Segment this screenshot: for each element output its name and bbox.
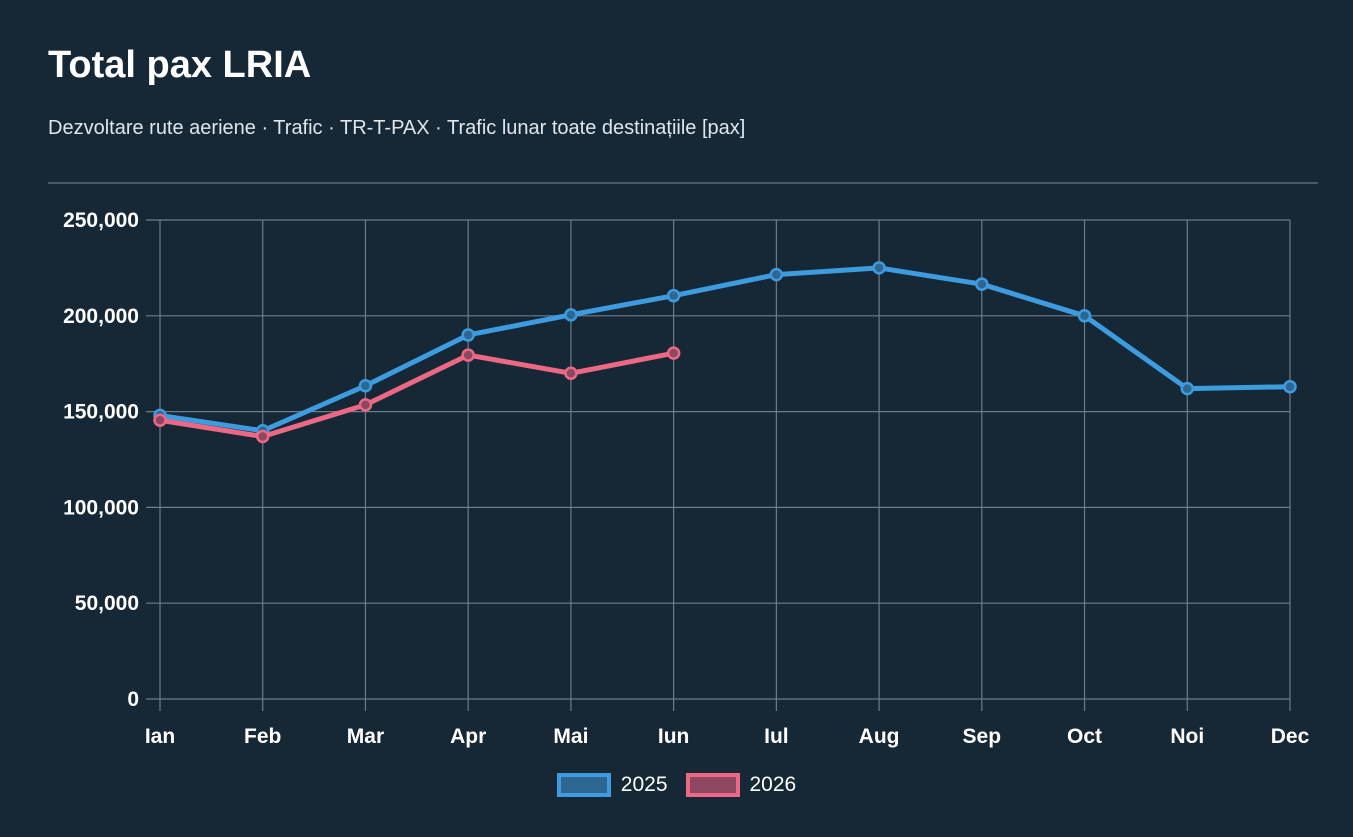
data-point-2025[interactable]: [1077, 309, 1092, 323]
data-point-2026[interactable]: [153, 413, 167, 427]
chart-subtitle: Dezvoltare rute aeriene · Trafic · TR-T-…: [48, 117, 746, 139]
x-tick-label: Dec: [1271, 725, 1310, 748]
legend-item-2026[interactable]: 2026: [685, 773, 797, 797]
data-point-2025[interactable]: [1283, 379, 1297, 394]
data-point-2025[interactable]: [975, 277, 989, 291]
y-tick-label: 100,000: [63, 496, 139, 519]
grid-layer: [146, 219, 1291, 711]
data-point-2026[interactable]: [461, 348, 475, 362]
y-tick-label: 150,000: [63, 401, 139, 424]
x-tick-label: Oct: [1067, 725, 1102, 748]
x-tick-label: Feb: [244, 725, 281, 748]
data-point-2025[interactable]: [666, 288, 681, 303]
legend-item-2025[interactable]: 2025: [556, 773, 668, 797]
legend-label-2025: 2025: [620, 773, 668, 796]
series-layer: [153, 261, 1297, 444]
y-tick-label: 0: [127, 688, 139, 711]
x-tick-label: Noi: [1170, 725, 1204, 748]
legend-swatch-2025: [556, 773, 611, 797]
data-point-2025[interactable]: [461, 328, 475, 342]
legend-swatch-2026: [685, 773, 740, 797]
series-line-2026: [157, 350, 677, 440]
y-tick-label: 200,000: [63, 305, 139, 328]
data-point-2025[interactable]: [872, 261, 886, 275]
x-tick-label: Apr: [450, 725, 486, 748]
x-tick-label: Mar: [347, 725, 384, 748]
x-tick-label: Sep: [963, 725, 1002, 748]
x-tick-label: Aug: [859, 725, 900, 748]
data-point-2026[interactable]: [358, 398, 373, 412]
series-line-2025: [157, 265, 1293, 434]
x-tick-label: Mai: [553, 725, 588, 748]
legend: 2025 2026: [0, 773, 1353, 797]
data-point-2025[interactable]: [358, 378, 373, 393]
data-point-2026[interactable]: [564, 366, 578, 381]
header-divider: [48, 182, 1318, 184]
data-point-2025[interactable]: [769, 267, 784, 282]
legend-label-2026: 2026: [749, 773, 797, 796]
x-tick-label: Iul: [764, 725, 789, 748]
y-tick-label: 50,000: [75, 592, 139, 615]
data-point-2026[interactable]: [255, 429, 270, 444]
data-point-2026[interactable]: [666, 346, 681, 360]
chart-title: Total pax LRIA: [48, 44, 312, 86]
y-tick-label: 250,000: [63, 209, 139, 232]
x-tick-label: Ian: [145, 725, 175, 748]
x-tick-label: Iun: [658, 725, 690, 748]
axis-ticks: 0 50,000 100,000 150,000 200,000 250,000 Ian Fe…: [63, 209, 1310, 748]
data-point-2025[interactable]: [1180, 381, 1195, 396]
data-point-2025[interactable]: [564, 308, 578, 322]
